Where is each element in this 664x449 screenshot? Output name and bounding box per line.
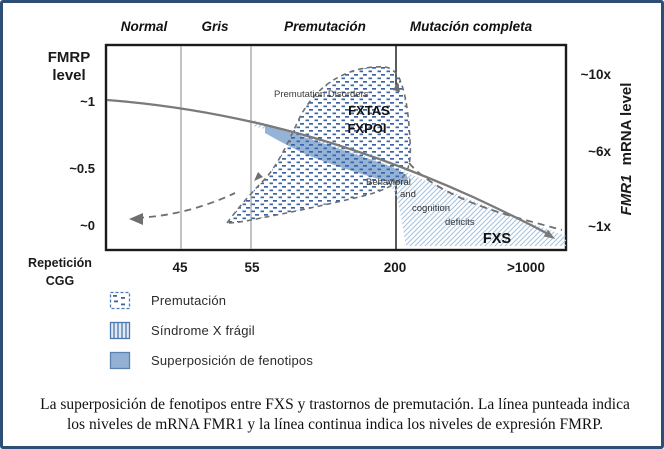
- x-tick-1000: >1000: [507, 260, 545, 275]
- annotation-cognition: cognition: [412, 203, 450, 214]
- right-tick-6x: ~6x: [588, 144, 611, 159]
- legend-item-premutacion: Premutación: [109, 291, 313, 310]
- right-tick-10x: ~10x: [581, 67, 612, 82]
- annotation-fxpoi: FXPOI: [347, 121, 386, 136]
- legend-item-superposicion: Superposición de fenotipos: [109, 351, 313, 370]
- x-tick-45: 45: [172, 260, 188, 275]
- caption-line-2: los niveles de mRNA FMR1 y la línea cont…: [67, 416, 603, 433]
- zone-label-normal: Normal: [121, 19, 168, 34]
- arrowhead-mid-icon: [254, 172, 263, 181]
- solid-fill-swatch-icon: [109, 351, 131, 370]
- x-axis-title-line2: CGG: [46, 274, 74, 288]
- caption-line-1: La superposición de fenotipos entre FXS …: [40, 396, 630, 413]
- dotted-swatch-icon: [109, 291, 131, 310]
- mrna-dashed-line-right: [408, 162, 563, 231]
- right-axis-title-rest: mRNA level: [618, 83, 635, 166]
- arrowhead-peak-icon: [393, 82, 400, 92]
- right-axis-title-italic: FMR1: [618, 175, 635, 216]
- x-axis-title-line1: Repetición: [28, 256, 92, 270]
- x-tick-200: 200: [384, 260, 407, 275]
- annotation-deficits: deficits: [445, 217, 475, 228]
- zone-label-mutacion-completa: Mutación completa: [410, 19, 533, 34]
- fmrp-fmr1-chart: Normal Gris Premutación Mutación complet…: [28, 19, 635, 288]
- left-axis-title-line1: FMRP: [48, 49, 91, 66]
- legend-item-sindrome-x-fragil: Síndrome X frágil: [109, 321, 313, 340]
- left-tick-1: ~1: [80, 94, 95, 109]
- arrowhead-fmrp-icon: [543, 229, 555, 239]
- fmrp-solid-line: [106, 98, 549, 236]
- annotation-behavioral: Behavioral: [366, 177, 411, 188]
- zone-label-gris: Gris: [201, 19, 229, 34]
- left-tick-0: ~0: [80, 218, 95, 233]
- legend-label-premutacion: Premutación: [151, 293, 227, 308]
- legend-label-superposicion: Superposición de fenotipos: [151, 353, 314, 368]
- annotation-premutation-disorders: Premutation Disorders: [274, 89, 369, 100]
- annotation-fxs: FXS: [483, 231, 512, 247]
- legend-label-sindrome-x-fragil: Síndrome X frágil: [151, 323, 255, 338]
- mrna-dashed-line-left: [136, 192, 236, 219]
- zone-label-premutacion: Premutación: [284, 19, 366, 34]
- x-tick-55: 55: [244, 260, 260, 275]
- vertical-lines-swatch-icon: [109, 321, 131, 340]
- annotation-and: and: [400, 189, 416, 200]
- legend: Premutación Síndrome X frágil Superposic…: [109, 291, 313, 370]
- arrowhead-left-icon: [129, 213, 143, 225]
- figure-caption: La superposición de fenotipos entre FXS …: [3, 395, 661, 435]
- right-tick-1x: ~1x: [588, 219, 611, 234]
- premutation-region: [225, 66, 412, 224]
- left-tick-05: ~0.5: [69, 161, 95, 176]
- right-axis-title: FMR1 mRNA level: [618, 83, 635, 216]
- annotation-fxtas: FXTAS: [348, 103, 390, 118]
- left-axis-title-line2: level: [52, 67, 85, 84]
